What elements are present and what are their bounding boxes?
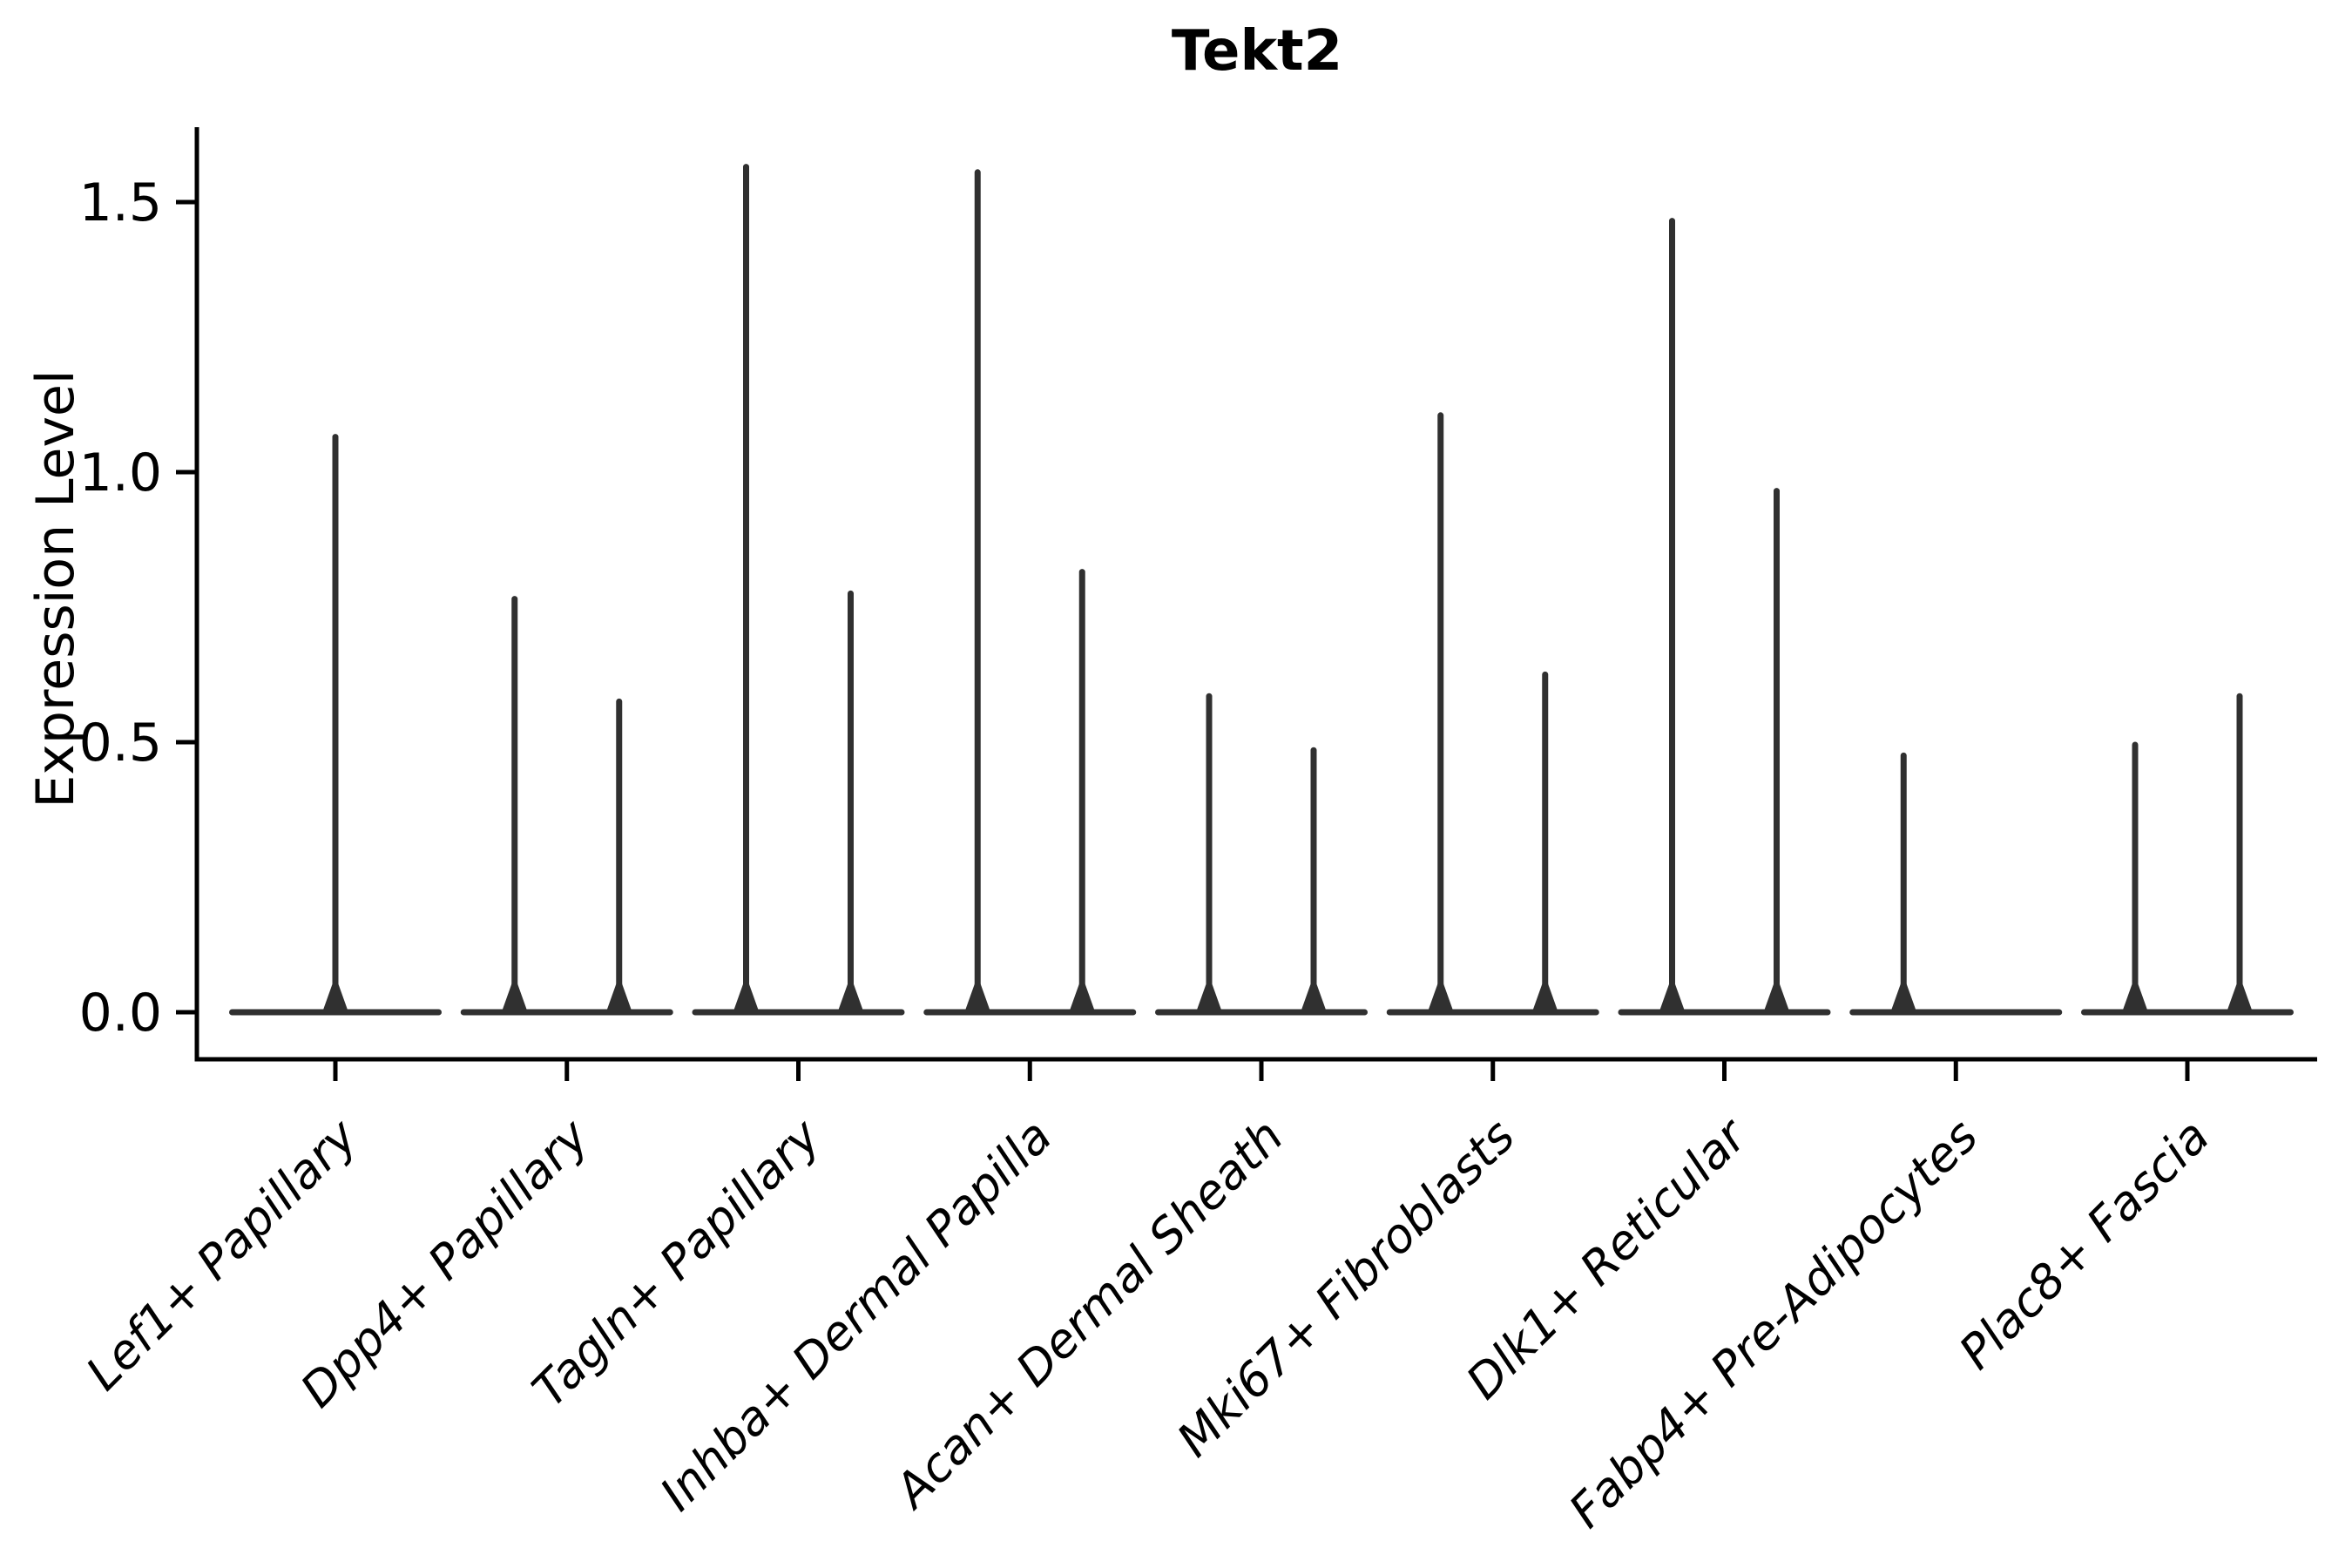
x-tick-label: Fabp4+ Pre-Adipocytes xyxy=(1558,1109,1988,1538)
y-tick-label: 0.0 xyxy=(79,983,162,1044)
y-tick-label: 0.5 xyxy=(79,713,162,774)
x-tick-label: Acan+ Dermal Sheath xyxy=(882,1109,1294,1520)
y-tick-label: 1.0 xyxy=(79,443,162,504)
x-tick-label: Inhba+ Dermal Papilla xyxy=(650,1109,1063,1522)
y-axis-label: Expression Level xyxy=(25,369,86,808)
y-tick-label: 1.5 xyxy=(79,172,162,233)
chart-title: Tekt2 xyxy=(1171,19,1343,84)
x-tick-label: Plac8+ Fascia xyxy=(1949,1109,2220,1380)
